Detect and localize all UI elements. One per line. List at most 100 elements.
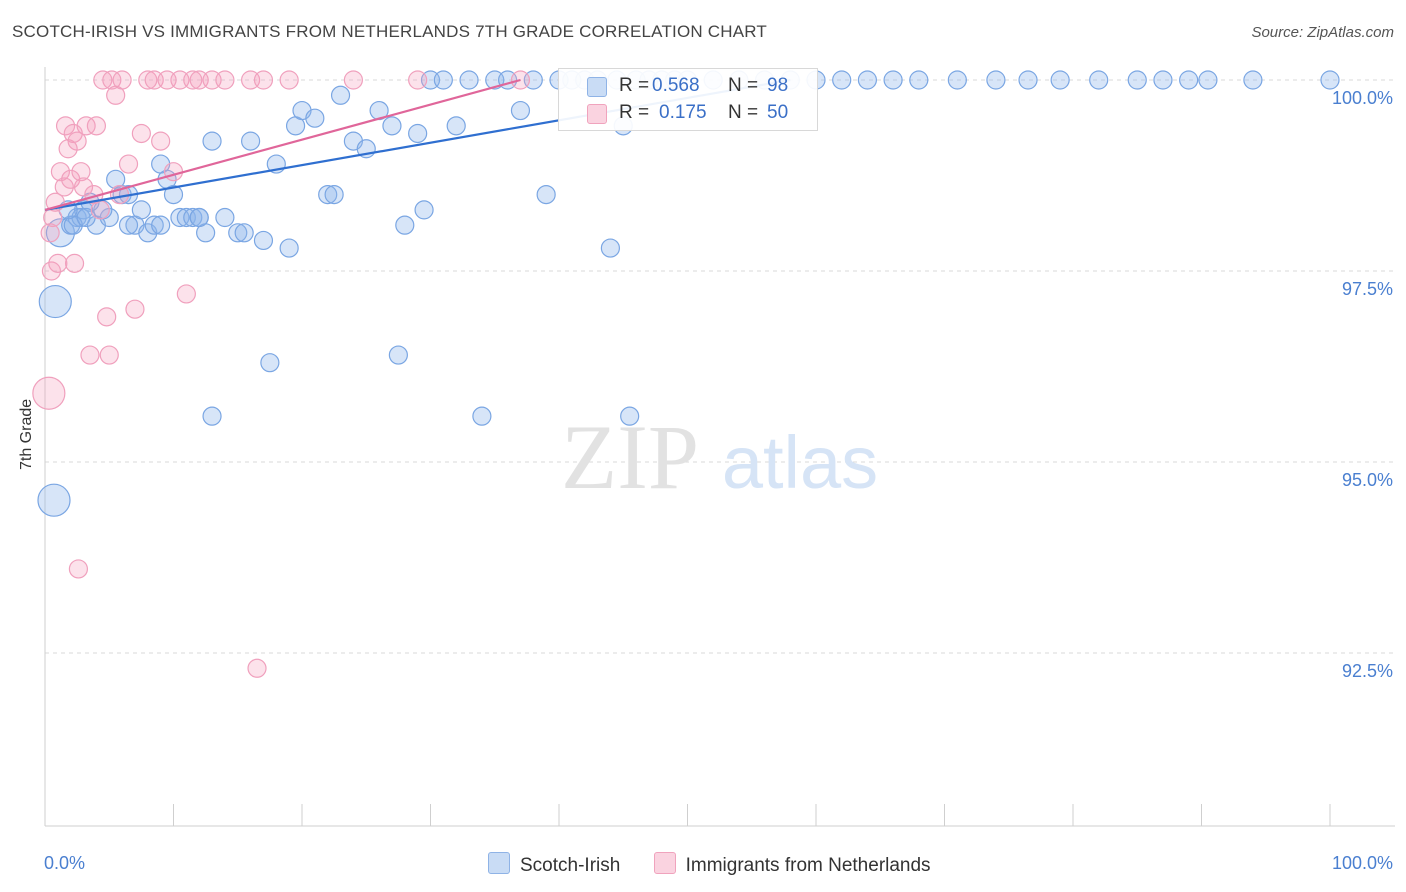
data-point: [80, 345, 100, 365]
data-point: [446, 116, 466, 136]
data-point: [71, 162, 91, 182]
data-point: [32, 376, 66, 410]
data-point: [600, 238, 621, 258]
data-point: [163, 185, 184, 205]
legend-swatch-blue: [488, 852, 510, 874]
legend-swatch-blue: [587, 77, 607, 97]
data-point: [305, 108, 325, 128]
y-axis-title: 7th Grade: [18, 398, 35, 470]
data-point: [118, 215, 139, 235]
legend-n-value: 98: [767, 75, 789, 96]
data-point: [215, 207, 235, 228]
data-point: [125, 299, 145, 319]
data-point: [857, 70, 878, 90]
data-point: [318, 185, 338, 205]
data-point: [253, 230, 274, 251]
data-point: [947, 70, 967, 90]
data-point: [472, 406, 492, 426]
data-point: [1179, 70, 1199, 90]
data-point: [97, 307, 117, 327]
data-point: [99, 345, 119, 365]
y-tick-label: 92.5%: [1342, 661, 1393, 681]
data-point: [253, 70, 274, 90]
watermark: ZIP atlas: [561, 406, 878, 508]
data-point: [68, 559, 89, 579]
data-point: [151, 215, 171, 235]
data-point: [55, 116, 76, 136]
data-point: [37, 483, 71, 517]
gridlines: [45, 79, 1395, 654]
data-point: [151, 131, 171, 151]
data-point: [41, 261, 62, 281]
data-point: [986, 70, 1006, 90]
legend-item-scotch-irish: Scotch-Irish: [488, 852, 620, 877]
data-point: [241, 131, 261, 151]
legend-label-scotch-irish: Scotch-Irish: [520, 855, 621, 876]
data-point: [73, 177, 94, 197]
data-point: [67, 131, 87, 151]
data-point: [414, 200, 434, 220]
data-point: [279, 238, 299, 258]
data-point: [138, 70, 158, 90]
data-point: [1243, 70, 1263, 90]
data-point: [408, 70, 428, 90]
data-point: [90, 200, 110, 220]
data-point: [202, 131, 222, 151]
data-point: [1050, 70, 1070, 90]
data-point: [1320, 70, 1340, 90]
data-point: [1198, 70, 1218, 90]
data-point: [1089, 70, 1109, 90]
data-point: [620, 406, 640, 426]
data-point: [228, 223, 248, 243]
legend-n-label: N =: [728, 75, 759, 96]
legend-item-netherlands: Immigrants from Netherlands: [653, 852, 931, 877]
data-point: [433, 70, 453, 90]
data-point: [260, 353, 280, 373]
data-point: [183, 70, 203, 90]
legend-label-netherlands: Immigrants from Netherlands: [685, 855, 931, 876]
data-point: [189, 207, 209, 228]
data-point: [76, 116, 96, 136]
series-legend: Scotch-Irish Immigrants from Netherlands: [488, 852, 959, 877]
data-point: [131, 200, 151, 220]
chart-title: SCOTCH-IRISH VS IMMIGRANTS FROM NETHERLA…: [12, 22, 768, 41]
data-point: [202, 406, 222, 426]
data-point: [112, 70, 132, 90]
data-point: [279, 70, 299, 90]
legend-r-label: R =: [619, 102, 650, 123]
legend-swatch-pink: [653, 852, 676, 874]
trend-line: [44, 78, 521, 211]
data-point: [832, 70, 852, 90]
data-point: [510, 100, 531, 121]
data-point: [176, 284, 196, 304]
legend-r-value: 0.568: [652, 75, 700, 96]
data-point: [536, 185, 556, 205]
data-point: [459, 70, 479, 90]
data-point: [54, 177, 74, 197]
data-point: [183, 207, 203, 228]
data-point: [247, 658, 267, 678]
data-point: [86, 116, 107, 136]
data-point: [909, 70, 929, 90]
data-point: [324, 185, 344, 205]
legend-r-value: 0.175: [659, 102, 707, 123]
data-point: [40, 223, 60, 243]
y-tick-label: 97.5%: [1342, 279, 1393, 299]
watermark-atlas: atlas: [722, 421, 878, 504]
data-point: [343, 70, 363, 90]
data-point: [395, 215, 415, 235]
tick-labels: 100.0% 97.5% 95.0% 92.5% 0.0% 100.0%: [44, 88, 1393, 873]
legend-n-label: N =: [728, 102, 759, 123]
data-point: [388, 345, 408, 365]
legend-n-value: 50: [767, 102, 789, 123]
legend-r-label: R =: [619, 75, 650, 96]
data-point: [50, 162, 71, 182]
data-point: [64, 253, 85, 273]
data-point: [144, 215, 164, 235]
data-point: [38, 284, 72, 319]
source-credit: Source: ZipAtlas.com: [1251, 24, 1394, 41]
data-point: [163, 162, 184, 182]
watermark-zip: ZIP: [561, 406, 699, 508]
data-point: [215, 70, 235, 90]
